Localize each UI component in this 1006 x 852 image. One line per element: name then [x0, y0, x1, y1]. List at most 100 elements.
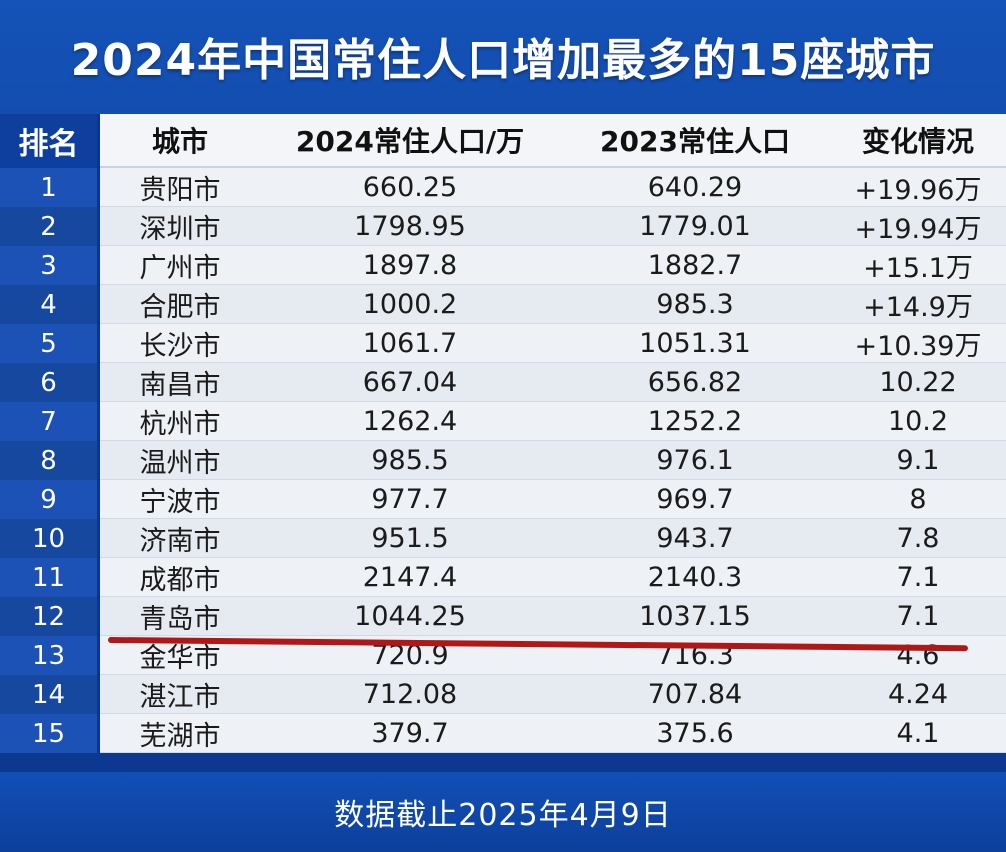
- table-row: 14 湛江市 712.08 707.84 4.24: [0, 675, 1006, 714]
- page-title: 2024年中国常住人口增加最多的15座城市: [70, 35, 936, 86]
- city-cell: 宁波市: [139, 486, 221, 518]
- rank-cell: 8: [0, 441, 100, 480]
- change-cell: 10.22: [879, 366, 957, 398]
- city-cell: 湛江市: [139, 681, 221, 713]
- pop2023-cell: 1882.7: [647, 249, 743, 281]
- header-pop2023: 2023常住人口: [600, 125, 790, 158]
- row-cells: 济南市 951.5 943.7 7.8: [100, 519, 1006, 558]
- pop2023-cell: 375.6: [656, 717, 734, 749]
- pop2024-cell: 1897.8: [362, 249, 458, 281]
- footer-note: 数据截止2025年4月9日: [334, 798, 672, 833]
- change-cell: 7.1: [896, 600, 940, 632]
- rank-cell: 11: [0, 558, 100, 597]
- row-cells: 南昌市 667.04 656.82 10.22: [100, 363, 1006, 402]
- pop2024-cell: 1061.7: [362, 327, 458, 359]
- rank-cell: 10: [0, 519, 100, 558]
- city-cell: 杭州市: [139, 408, 221, 440]
- row-cells: 芜湖市 379.7 375.6 4.1: [100, 714, 1006, 753]
- table-row: 6 南昌市 667.04 656.82 10.22: [0, 363, 1006, 402]
- rank-cell: 5: [0, 324, 100, 363]
- pop2023-cell: 1779.01: [639, 210, 751, 242]
- change-cell: 10.2: [887, 405, 949, 437]
- city-cell: 贵阳市: [139, 174, 221, 206]
- rank-cell: 14: [0, 675, 100, 714]
- row-cells: 合肥市 1000.2 985.3 +14.9万: [100, 285, 1006, 324]
- table-row: 2 深圳市 1798.95 1779.01 +19.94万: [0, 207, 1006, 246]
- change-cell: 9.1: [896, 444, 940, 476]
- pop2023-cell: 2140.3: [647, 561, 743, 593]
- pop2024-cell: 2147.4: [362, 561, 458, 593]
- row-cells: 温州市 985.5 976.1 9.1: [100, 441, 1006, 480]
- pop2023-cell: 707.84: [647, 678, 743, 710]
- pop2023-cell: 656.82: [647, 366, 743, 398]
- pop2023-cell: 943.7: [656, 522, 734, 554]
- row-cells: 成都市 2147.4 2140.3 7.1: [100, 558, 1006, 597]
- pop2024-cell: 951.5: [371, 522, 449, 554]
- pop2024-cell: 1262.4: [362, 405, 458, 437]
- table-row: 7 杭州市 1262.4 1252.2 10.2: [0, 402, 1006, 441]
- city-cell: 金华市: [139, 642, 221, 674]
- row-cells: 杭州市 1262.4 1252.2 10.2: [100, 402, 1006, 441]
- city-cell: 济南市: [139, 525, 221, 557]
- footer-banner: 数据截止2025年4月9日: [0, 772, 1006, 852]
- change-cell: 8: [909, 483, 927, 515]
- change-cell: +19.96万: [854, 174, 982, 206]
- row-cells: 湛江市 712.08 707.84 4.24: [100, 675, 1006, 714]
- table-row: 3 广州市 1897.8 1882.7 +15.1万: [0, 246, 1006, 285]
- pop2023-cell: 1037.15: [639, 600, 751, 632]
- pop2023-cell: 969.7: [656, 483, 734, 515]
- rank-cell: 3: [0, 246, 100, 285]
- pop2024-cell: 1000.2: [362, 288, 458, 320]
- rank-cell: 15: [0, 714, 100, 753]
- row-cells: 深圳市 1798.95 1779.01 +19.94万: [100, 207, 1006, 246]
- pop2023-cell: 976.1: [656, 444, 734, 476]
- header-city: 城市: [151, 125, 208, 158]
- change-cell: +19.94万: [854, 213, 982, 245]
- city-cell: 成都市: [139, 564, 221, 596]
- city-cell: 芜湖市: [139, 720, 221, 752]
- header-rank: 排名: [0, 114, 100, 168]
- table-header-row: 排名 城市 2024常住人口/万 2023常住人口 变化情况: [0, 114, 1006, 168]
- pop2024-cell: 1044.25: [354, 600, 466, 632]
- table-row: 1 贵阳市 660.25 640.29 +19.96万: [0, 168, 1006, 207]
- change-cell: 7.8: [896, 522, 940, 554]
- city-cell: 青岛市: [139, 603, 221, 635]
- pop2023-cell: 1051.31: [639, 327, 751, 359]
- table-row: 8 温州市 985.5 976.1 9.1: [0, 441, 1006, 480]
- table-row: 10 济南市 951.5 943.7 7.8: [0, 519, 1006, 558]
- rank-cell: 12: [0, 597, 100, 636]
- city-cell: 南昌市: [139, 369, 221, 401]
- rank-cell: 4: [0, 285, 100, 324]
- rank-cell: 6: [0, 363, 100, 402]
- change-cell: +14.9万: [863, 291, 973, 323]
- header-cells: 城市 2024常住人口/万 2023常住人口 变化情况: [100, 114, 1006, 168]
- population-table: 排名 城市 2024常住人口/万 2023常住人口 变化情况 1 贵阳市 660…: [0, 114, 1006, 753]
- row-cells: 贵阳市 660.25 640.29 +19.96万: [100, 168, 1006, 207]
- row-cells: 宁波市 977.7 969.7 8: [100, 480, 1006, 519]
- rank-cell: 1: [0, 168, 100, 207]
- table-row: 4 合肥市 1000.2 985.3 +14.9万: [0, 285, 1006, 324]
- city-cell: 长沙市: [139, 330, 221, 362]
- pop2024-cell: 667.04: [362, 366, 458, 398]
- rank-cell: 9: [0, 480, 100, 519]
- row-cells: 广州市 1897.8 1882.7 +15.1万: [100, 246, 1006, 285]
- pop2023-cell: 1252.2: [647, 405, 743, 437]
- header-pop2024: 2024常住人口/万: [295, 125, 525, 158]
- change-cell: 7.1: [896, 561, 940, 593]
- change-cell: 4.24: [887, 678, 949, 710]
- pop2024-cell: 1798.95: [354, 210, 466, 242]
- pop2024-cell: 712.08: [362, 678, 458, 710]
- rank-cell: 13: [0, 636, 100, 675]
- city-cell: 深圳市: [139, 213, 221, 245]
- rank-cell: 2: [0, 207, 100, 246]
- change-cell: +10.39万: [854, 330, 982, 362]
- pop2024-cell: 977.7: [371, 483, 449, 515]
- table-row: 12 青岛市 1044.25 1037.15 7.1: [0, 597, 1006, 636]
- city-cell: 广州市: [139, 252, 221, 284]
- pop2024-cell: 379.7: [371, 717, 449, 749]
- change-cell: +15.1万: [863, 252, 973, 284]
- row-cells: 长沙市 1061.7 1051.31 +10.39万: [100, 324, 1006, 363]
- table-row: 5 长沙市 1061.7 1051.31 +10.39万: [0, 324, 1006, 363]
- pop2024-cell: 985.5: [371, 444, 449, 476]
